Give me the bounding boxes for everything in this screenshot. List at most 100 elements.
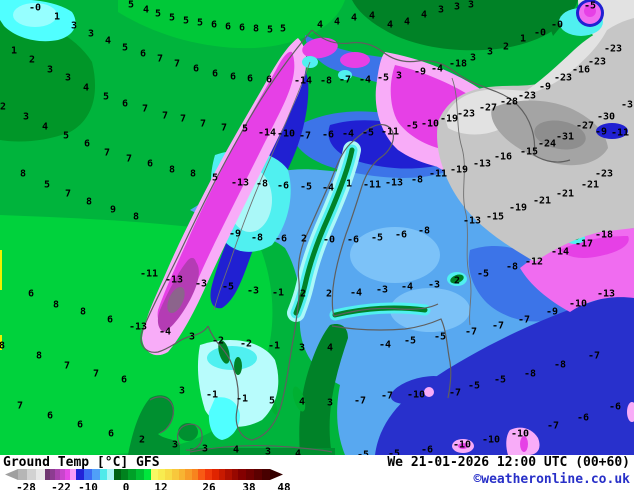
region-lake-vattern bbox=[234, 357, 242, 375]
map-footer: Ground Temp [°C] GFS We 21-01-2026 12:00… bbox=[0, 455, 634, 490]
legend-tick: 26 bbox=[202, 481, 216, 490]
region-scandes-magenta bbox=[157, 51, 295, 327]
temp-label: -31 bbox=[556, 132, 574, 143]
region-gulf-of-bothnia bbox=[293, 147, 355, 316]
legend-segment bbox=[158, 469, 165, 480]
temp-label: -4 bbox=[342, 129, 354, 140]
temp-label: 3 bbox=[23, 112, 29, 123]
temp-label: 7 bbox=[64, 361, 70, 372]
temp-label: -5 bbox=[434, 332, 446, 343]
temp-label: 3 bbox=[47, 65, 53, 76]
temp-label: 6 bbox=[212, 69, 218, 80]
legend-segment bbox=[27, 469, 36, 480]
temp-label: -10 bbox=[569, 299, 587, 310]
temp-label: -3 bbox=[428, 280, 440, 291]
coast-norway-west bbox=[140, 29, 313, 353]
temp-label: -7 bbox=[354, 396, 366, 407]
legend-segment bbox=[36, 469, 45, 480]
temp-label: -19 bbox=[509, 203, 527, 214]
temp-label: -7 bbox=[339, 75, 351, 86]
region-baltic-sea bbox=[299, 324, 348, 455]
temp-label: 8 bbox=[36, 351, 42, 362]
temp-label: 7 bbox=[142, 104, 148, 115]
legend-right-arrow bbox=[270, 469, 283, 480]
temp-label: -13 bbox=[473, 159, 491, 170]
temp-label: 7 bbox=[174, 59, 180, 70]
region-cold-sea-core bbox=[13, 3, 57, 27]
temp-label: -10 bbox=[277, 129, 295, 140]
temp-label: -19 bbox=[450, 165, 468, 176]
legend-segment bbox=[92, 469, 100, 480]
temp-label: -6 bbox=[395, 230, 407, 241]
temp-label: 3 bbox=[454, 2, 460, 13]
temp-label: 5 bbox=[267, 25, 273, 36]
temp-label: 8 bbox=[86, 197, 92, 208]
legend-segment bbox=[246, 469, 254, 480]
legend-segment bbox=[100, 469, 107, 480]
temp-label: -1 bbox=[236, 394, 248, 405]
region-baltics-cold bbox=[375, 290, 634, 455]
region-pink-spot1-core bbox=[458, 443, 468, 449]
map-edge-artifact1 bbox=[0, 250, 2, 290]
border-finland-russia bbox=[451, 77, 472, 326]
temp-label: 6 bbox=[193, 64, 199, 75]
temp-label: 6 bbox=[247, 74, 253, 85]
temp-label: 5 bbox=[44, 180, 50, 191]
temp-label: -8 bbox=[554, 360, 566, 371]
temp-label: 6 bbox=[77, 420, 83, 431]
temp-label: -5 bbox=[494, 375, 506, 386]
temp-label: 3 bbox=[396, 71, 402, 82]
temp-label: 5 bbox=[183, 16, 189, 27]
region-finnish-lake bbox=[450, 274, 464, 284]
legend-left-arrow bbox=[5, 469, 18, 480]
legend-tick-labels: -28 -22 -10 0 12 26 38 48 bbox=[16, 481, 291, 490]
temp-label: -5 bbox=[584, 1, 596, 12]
temp-label: -5 bbox=[357, 450, 369, 456]
legend-segment bbox=[254, 469, 262, 480]
temp-label: -13 bbox=[165, 275, 183, 286]
legend-segment bbox=[55, 469, 60, 480]
temp-label: -0 bbox=[323, 235, 335, 246]
region-pink-spot3 bbox=[424, 387, 434, 397]
temp-label: -8 bbox=[506, 262, 518, 273]
temp-label: 6 bbox=[211, 20, 217, 31]
temp-label: 4 bbox=[83, 83, 89, 94]
temp-label: -3 bbox=[195, 279, 207, 290]
temp-label: -10 bbox=[453, 440, 471, 451]
copyright-link[interactable]: ©weatheronline.co.uk bbox=[473, 472, 630, 487]
temp-label: -3 bbox=[376, 285, 388, 296]
legend-color-bar bbox=[5, 469, 283, 480]
region-island-magenta bbox=[584, 5, 596, 17]
temp-label: -9 bbox=[546, 307, 558, 318]
temp-label: -5 bbox=[406, 121, 418, 132]
temp-label: -23 bbox=[554, 73, 572, 84]
temp-label: 5 bbox=[155, 9, 161, 20]
temp-label: -23 bbox=[457, 109, 475, 120]
temp-label: 5 bbox=[63, 131, 69, 142]
temp-label: 6 bbox=[266, 75, 272, 86]
temp-label: -14 bbox=[258, 128, 276, 139]
temp-label: -4 bbox=[379, 340, 391, 351]
temp-label: -27 bbox=[576, 121, 594, 132]
temp-label: 2 bbox=[454, 276, 460, 287]
temp-label: 4 bbox=[421, 10, 427, 21]
temp-label: 7 bbox=[221, 123, 227, 134]
temp-label: -9 bbox=[539, 82, 551, 93]
legend-segment bbox=[128, 469, 136, 480]
temp-label: -10 bbox=[482, 435, 500, 446]
temp-label: -6 bbox=[609, 402, 621, 413]
legend-segment bbox=[144, 469, 151, 480]
temp-label: -17 bbox=[575, 239, 593, 250]
legend-tick: 38 bbox=[242, 481, 255, 490]
temp-label: -2 bbox=[212, 336, 224, 347]
temp-label: 6 bbox=[140, 49, 146, 60]
temp-label: 4 bbox=[334, 17, 340, 28]
temp-label: 7 bbox=[200, 119, 206, 130]
temp-label: 3 bbox=[265, 447, 271, 456]
temp-label: -15 bbox=[486, 212, 504, 223]
temp-label: -0 bbox=[534, 28, 546, 39]
region-blue-pocket bbox=[596, 123, 628, 139]
temp-label: 3 bbox=[438, 5, 444, 16]
temp-label: 8 bbox=[0, 341, 5, 352]
